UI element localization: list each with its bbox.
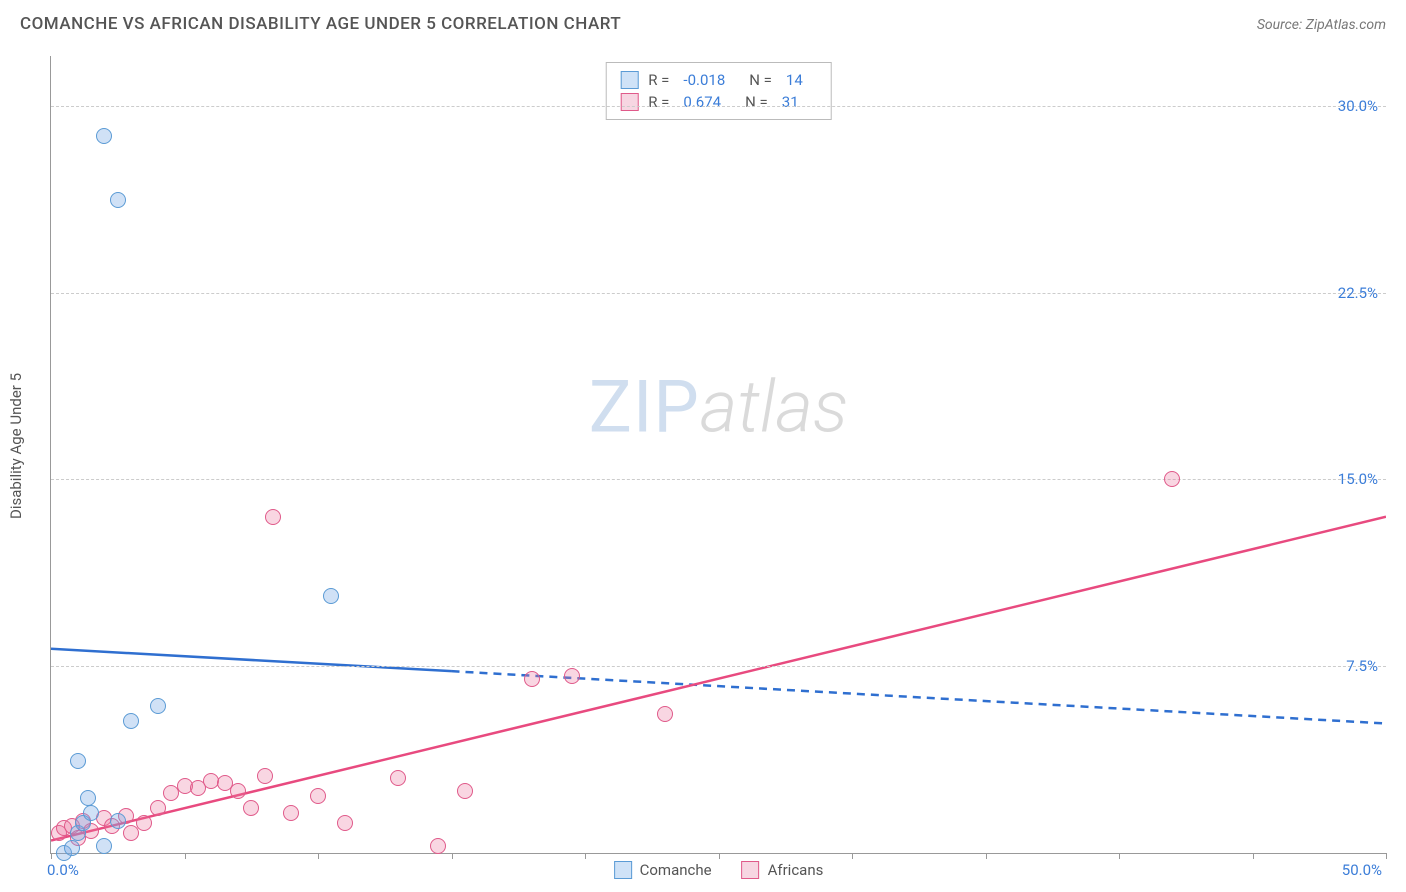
grid-line bbox=[51, 479, 1386, 480]
watermark: ZIPatlas bbox=[589, 364, 849, 449]
comanche-point bbox=[110, 192, 126, 208]
comanche-point bbox=[83, 805, 99, 821]
comanche-trend-line bbox=[51, 649, 452, 671]
x-tick bbox=[51, 853, 52, 859]
n-label: N = bbox=[745, 93, 768, 111]
comanche-point bbox=[150, 698, 166, 714]
comanche-n-value: 14 bbox=[786, 71, 803, 89]
africans-point bbox=[1164, 471, 1180, 487]
n-label: N = bbox=[749, 71, 772, 89]
grid-line bbox=[51, 666, 1386, 667]
y-tick-label: 30.0% bbox=[1338, 97, 1378, 115]
legend-item-africans: Africans bbox=[742, 861, 824, 879]
comanche-label: Comanche bbox=[640, 861, 712, 879]
africans-trend-line bbox=[51, 517, 1386, 841]
correlation-legend: R = -0.018 N = 14 R = 0.674 N = 31 bbox=[605, 62, 832, 120]
legend-row-africans: R = 0.674 N = 31 bbox=[620, 91, 817, 113]
watermark-zip: ZIP bbox=[589, 364, 700, 449]
x-tick bbox=[318, 853, 319, 859]
grid-line bbox=[51, 106, 1386, 107]
grid-line bbox=[51, 293, 1386, 294]
comanche-point bbox=[323, 588, 339, 604]
x-tick bbox=[1119, 853, 1120, 859]
source-label: Source: bbox=[1257, 17, 1306, 33]
r-label: R = bbox=[648, 71, 669, 89]
source-attribution: Source: ZipAtlas.com bbox=[1257, 17, 1386, 33]
africans-point bbox=[150, 800, 166, 816]
africans-point bbox=[123, 825, 139, 841]
africans-point bbox=[457, 783, 473, 799]
y-axis-title: Disability Age Under 5 bbox=[7, 373, 25, 519]
x-tick bbox=[1386, 853, 1387, 859]
africans-point bbox=[257, 768, 273, 784]
africans-swatch-icon bbox=[620, 93, 638, 111]
africans-n-value: 31 bbox=[782, 93, 799, 111]
x-tick bbox=[986, 853, 987, 859]
africans-point bbox=[230, 783, 246, 799]
x-tick bbox=[185, 853, 186, 859]
comanche-point bbox=[80, 790, 96, 806]
africans-label: Africans bbox=[768, 861, 824, 879]
africans-point bbox=[243, 800, 259, 816]
scatter-plot-area: ZIPatlas R =-0.018 N =14 R =0.674 N =31 … bbox=[50, 56, 1386, 854]
africans-point bbox=[657, 706, 673, 722]
africans-point bbox=[390, 770, 406, 786]
x-tick bbox=[1253, 853, 1254, 859]
africans-point bbox=[430, 838, 446, 854]
x-tick bbox=[719, 853, 720, 859]
africans-point bbox=[310, 788, 326, 804]
chart-title: COMANCHE VS AFRICAN DISABILITY AGE UNDER… bbox=[20, 14, 621, 34]
y-tick-label: 15.0% bbox=[1338, 470, 1378, 488]
source-name: ZipAtlas.com bbox=[1306, 17, 1386, 33]
comanche-point bbox=[96, 838, 112, 854]
legend-item-comanche: Comanche bbox=[614, 861, 712, 879]
comanche-point bbox=[64, 840, 80, 856]
trend-lines bbox=[51, 56, 1386, 853]
y-tick-label: 22.5% bbox=[1338, 284, 1378, 302]
comanche-swatch-icon bbox=[620, 71, 638, 89]
chart-header: COMANCHE VS AFRICAN DISABILITY AGE UNDER… bbox=[0, 0, 1406, 40]
comanche-trend-line bbox=[452, 671, 1387, 723]
comanche-r-value: -0.018 bbox=[683, 71, 725, 89]
x-tick bbox=[452, 853, 453, 859]
x-axis-max-label: 50.0% bbox=[1342, 861, 1382, 879]
africans-point bbox=[524, 671, 540, 687]
comanche-point bbox=[123, 713, 139, 729]
africans-point bbox=[283, 805, 299, 821]
comanche-point bbox=[96, 128, 112, 144]
africans-r-value: 0.674 bbox=[683, 93, 721, 111]
comanche-point bbox=[70, 753, 86, 769]
africans-point bbox=[265, 509, 281, 525]
y-tick-label: 7.5% bbox=[1346, 657, 1378, 675]
africans-point bbox=[337, 815, 353, 831]
africans-swatch-icon bbox=[742, 861, 760, 879]
africans-point bbox=[564, 668, 580, 684]
africans-point bbox=[136, 815, 152, 831]
x-tick bbox=[585, 853, 586, 859]
comanche-point bbox=[110, 813, 126, 829]
x-tick bbox=[852, 853, 853, 859]
x-axis-min-label: 0.0% bbox=[47, 861, 79, 879]
comanche-swatch-icon bbox=[614, 861, 632, 879]
watermark-atlas: atlas bbox=[700, 364, 848, 449]
legend-row-comanche: R = -0.018 N = 14 bbox=[620, 69, 817, 91]
r-label: R = bbox=[648, 93, 669, 111]
series-legend: Comanche Africans bbox=[614, 861, 824, 879]
